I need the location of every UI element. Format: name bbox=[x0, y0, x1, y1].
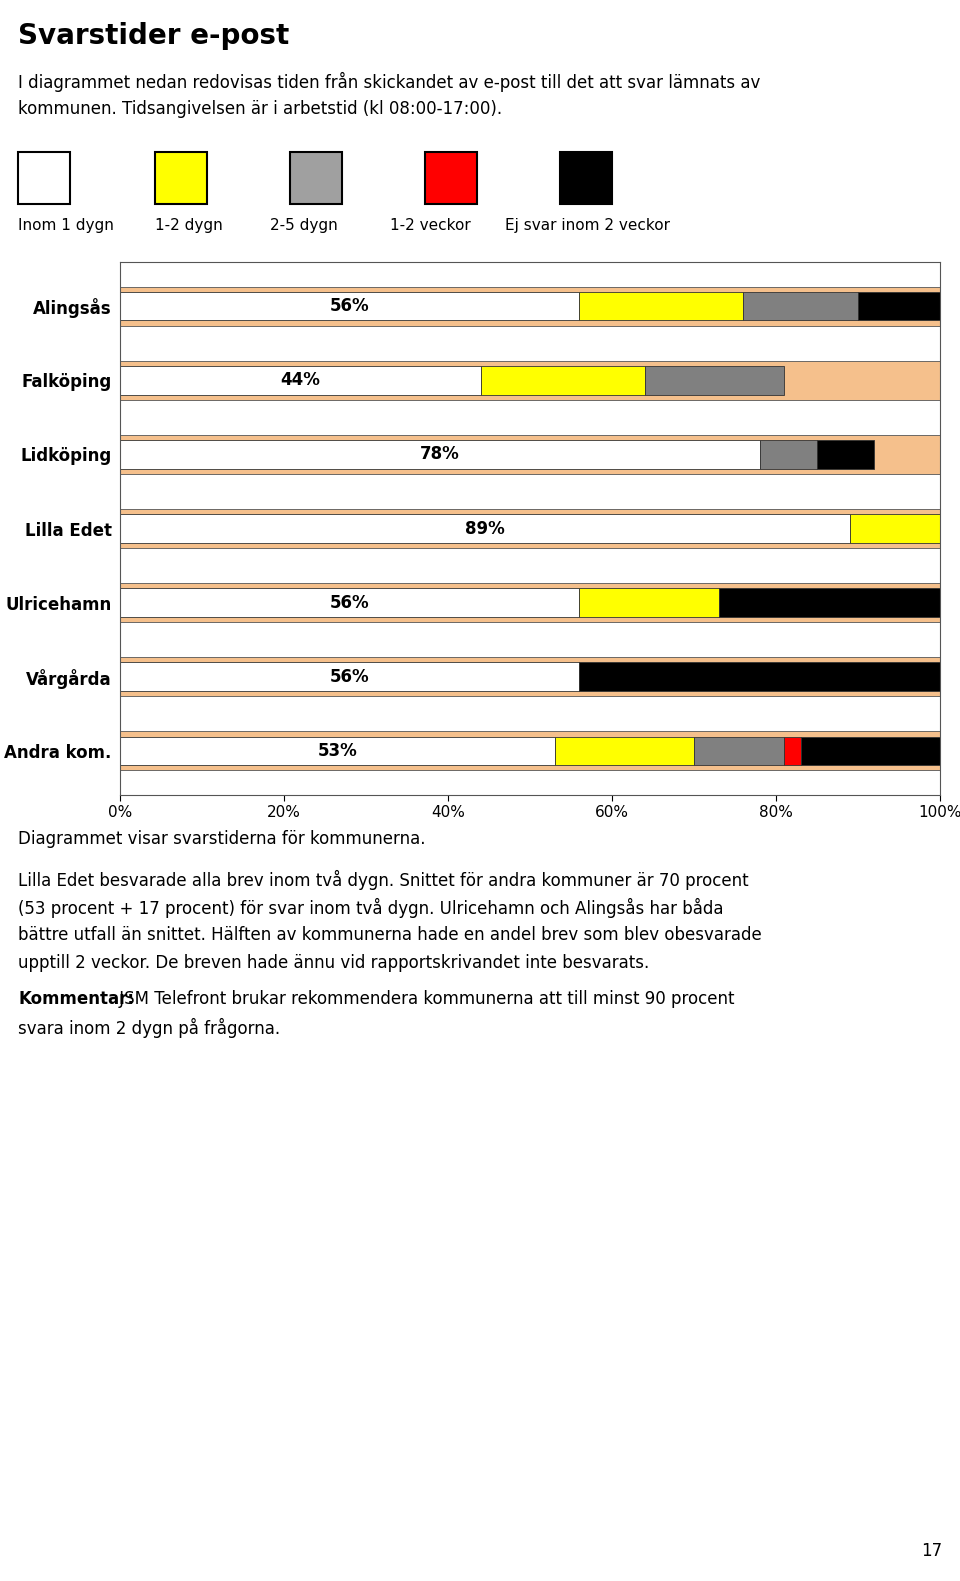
Bar bbox=[120, 360, 940, 400]
Bar bbox=[743, 292, 858, 321]
Bar bbox=[120, 588, 579, 617]
Bar bbox=[120, 288, 940, 326]
Bar bbox=[120, 658, 940, 696]
Bar bbox=[719, 588, 940, 617]
Bar bbox=[120, 367, 481, 395]
Bar bbox=[579, 662, 940, 691]
Bar bbox=[120, 732, 940, 770]
Text: (53 procent + 17 procent) för svar inom två dygn. Ulricehamn och Alingsås har bå: (53 procent + 17 procent) för svar inom … bbox=[18, 898, 724, 919]
Text: 44%: 44% bbox=[280, 372, 321, 389]
Text: 89%: 89% bbox=[465, 520, 505, 538]
Text: 56%: 56% bbox=[330, 667, 370, 686]
Text: kommunen. Tidsangivelsen är i arbetstid (kl 08:00-17:00).: kommunen. Tidsangivelsen är i arbetstid … bbox=[18, 100, 502, 119]
Text: 56%: 56% bbox=[330, 593, 370, 612]
Bar bbox=[858, 292, 940, 321]
Bar bbox=[120, 435, 940, 474]
Text: upptill 2 veckor. De breven hade ännu vid rapportskrivandet inte besvarats.: upptill 2 veckor. De breven hade ännu vi… bbox=[18, 953, 649, 972]
Bar bbox=[120, 292, 579, 321]
Text: Diagrammet visar svarstiderna för kommunerna.: Diagrammet visar svarstiderna för kommun… bbox=[18, 830, 425, 847]
Text: bättre utfall än snittet. Hälften av kommunerna hade en andel brev som blev obes: bättre utfall än snittet. Hälften av kom… bbox=[18, 926, 761, 944]
Text: 56%: 56% bbox=[330, 297, 370, 316]
Bar bbox=[120, 441, 759, 468]
Text: 1-2 dygn: 1-2 dygn bbox=[155, 218, 223, 232]
Bar bbox=[120, 662, 579, 691]
Bar bbox=[801, 737, 940, 765]
Text: 78%: 78% bbox=[420, 446, 460, 463]
Bar bbox=[645, 367, 784, 395]
Bar bbox=[694, 737, 784, 765]
Text: Ej svar inom 2 veckor: Ej svar inom 2 veckor bbox=[505, 218, 670, 232]
Text: Svarstider e-post: Svarstider e-post bbox=[18, 22, 289, 51]
Text: Inom 1 dygn: Inom 1 dygn bbox=[18, 218, 114, 232]
Bar bbox=[555, 737, 694, 765]
Bar bbox=[120, 514, 850, 542]
Bar bbox=[579, 588, 719, 617]
Bar bbox=[784, 737, 801, 765]
Bar bbox=[579, 292, 743, 321]
Text: svara inom 2 dygn på frågorna.: svara inom 2 dygn på frågorna. bbox=[18, 1018, 280, 1039]
Text: Kommentar:: Kommentar: bbox=[18, 990, 134, 1009]
Text: 1-2 veckor: 1-2 veckor bbox=[390, 218, 470, 232]
Bar bbox=[759, 441, 817, 468]
Bar bbox=[481, 367, 645, 395]
Text: 2-5 dygn: 2-5 dygn bbox=[270, 218, 338, 232]
Text: 17: 17 bbox=[921, 1541, 942, 1560]
Bar bbox=[120, 583, 940, 621]
Text: Lilla Edet besvarade alla brev inom två dygn. Snittet för andra kommuner är 70 p: Lilla Edet besvarade alla brev inom två … bbox=[18, 870, 749, 890]
Bar bbox=[120, 737, 555, 765]
Text: 53%: 53% bbox=[318, 741, 357, 759]
Bar bbox=[850, 514, 940, 542]
Text: JSM Telefront brukar rekommendera kommunerna att till minst 90 procent: JSM Telefront brukar rekommendera kommun… bbox=[114, 990, 734, 1009]
Bar bbox=[120, 509, 940, 547]
Text: I diagrammet nedan redovisas tiden från skickandet av e-post till det att svar l: I diagrammet nedan redovisas tiden från … bbox=[18, 73, 760, 92]
Bar bbox=[817, 441, 875, 468]
